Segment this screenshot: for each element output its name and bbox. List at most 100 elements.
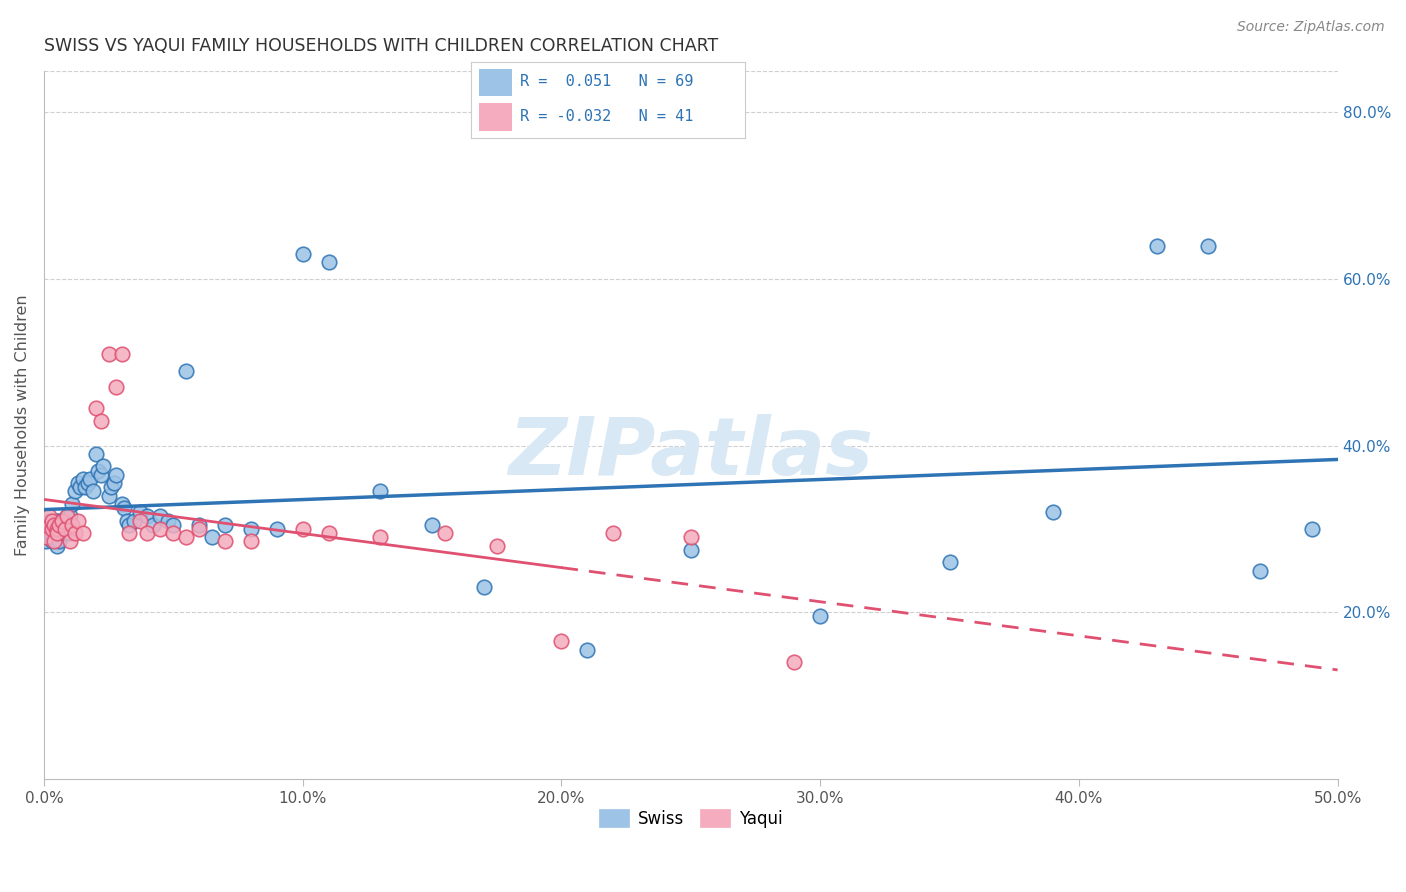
Point [35,530,58,544]
Point [1042,505,1064,519]
Point [77,476,100,491]
Point [44,517,66,532]
Point [318,526,340,541]
Point [41,522,63,536]
Point [53,522,76,536]
Point [149,509,172,524]
Point [188,517,211,532]
Bar [479,69,512,95]
Point [938,555,960,569]
Point [239,522,262,536]
Point [51,517,73,532]
Point [44,534,66,549]
Point [128,514,150,528]
Point [72,472,94,486]
Point [45,522,67,536]
Point [60,517,83,532]
Point [97,489,120,503]
Point [136,509,159,524]
Point [59,526,82,541]
Point [44,526,66,541]
Point [783,655,806,669]
Point [79,472,101,486]
Point [291,247,314,261]
Point [66,476,89,491]
Point [75,480,97,494]
Point [56,517,79,532]
Text: Source: ZipAtlas.com: Source: ZipAtlas.com [1237,20,1385,34]
Point [53,526,76,541]
Point [45,526,67,541]
Point [142,517,165,532]
Bar [479,103,512,130]
Point [1197,238,1219,252]
Point [35,526,58,541]
Point [188,522,211,536]
Point [128,505,150,519]
Point [157,514,180,528]
Point [550,634,572,648]
Point [41,534,63,549]
Point [48,514,70,528]
Point [63,526,86,541]
Point [48,534,70,549]
Point [72,526,94,541]
Point [485,539,508,553]
Point [239,534,262,549]
Point [1146,238,1168,252]
Point [162,517,184,532]
Point [136,526,159,541]
Point [59,534,82,549]
Point [51,526,73,541]
Point [201,530,224,544]
Point [266,522,288,536]
Point [63,484,86,499]
Point [291,522,314,536]
Point [214,534,236,549]
Point [41,517,63,532]
Point [100,480,122,494]
Point [124,514,146,528]
Point [174,364,197,378]
Point [90,414,112,428]
Point [41,530,63,544]
Point [66,514,89,528]
Point [84,401,107,416]
Point [105,467,128,482]
Point [433,526,456,541]
Point [118,526,141,541]
Point [45,526,67,541]
Point [112,501,135,516]
Text: R = -0.032   N = 41: R = -0.032 N = 41 [520,109,693,124]
Text: R =  0.051   N = 69: R = 0.051 N = 69 [520,74,693,89]
Point [41,514,63,528]
Point [149,522,172,536]
Point [679,530,702,544]
Point [472,580,495,594]
Text: SWISS VS YAQUI FAMILY HOUSEHOLDS WITH CHILDREN CORRELATION CHART: SWISS VS YAQUI FAMILY HOUSEHOLDS WITH CH… [44,37,718,55]
Point [174,530,197,544]
Point [45,514,67,528]
Point [90,467,112,482]
Point [87,464,110,478]
Point [576,642,599,657]
Point [48,517,70,532]
Point [162,526,184,541]
Point [84,447,107,461]
Point [82,484,104,499]
Point [1301,522,1323,536]
Point [214,517,236,532]
Point [97,347,120,361]
Point [35,517,58,532]
Point [679,542,702,557]
Point [38,509,60,524]
Point [38,514,60,528]
Legend: Swiss, Yaqui: Swiss, Yaqui [592,802,789,834]
Point [1249,564,1271,578]
Point [110,497,132,511]
Point [38,522,60,536]
Point [602,526,624,541]
Point [60,497,83,511]
Point [69,480,91,494]
Point [93,459,115,474]
